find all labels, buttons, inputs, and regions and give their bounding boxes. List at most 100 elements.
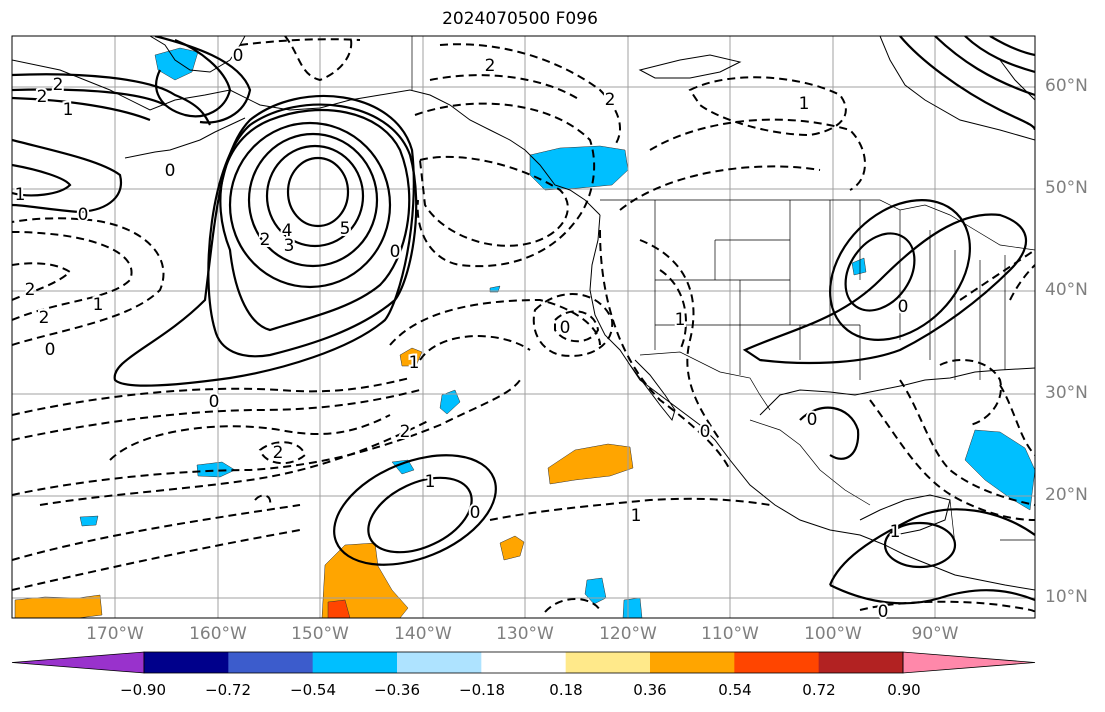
lon-label: 130°W bbox=[496, 624, 554, 644]
contour-line bbox=[12, 377, 411, 416]
contour-line bbox=[12, 88, 166, 106]
contour-line bbox=[899, 379, 1035, 506]
colorbar bbox=[11, 651, 1036, 674]
contour-line bbox=[389, 298, 601, 346]
contour-label: 0 bbox=[878, 602, 889, 622]
contour-line bbox=[859, 600, 1035, 613]
contour-label: 0 bbox=[390, 242, 401, 262]
contour-label: 0 bbox=[560, 318, 571, 338]
lat-label: 10°N bbox=[1045, 587, 1088, 607]
colorbar-tick-label: −0.18 bbox=[459, 681, 505, 699]
contour-line bbox=[599, 229, 731, 471]
colorbar-tick-label: 0.18 bbox=[549, 681, 583, 699]
arctic-islands bbox=[638, 54, 742, 79]
contour-line bbox=[439, 43, 621, 146]
shade-red bbox=[327, 599, 351, 618]
lat-label: 50°N bbox=[1045, 178, 1088, 198]
contour-line bbox=[869, 399, 1035, 521]
bering-coast bbox=[149, 36, 246, 73]
state-lines bbox=[654, 200, 1006, 380]
baja bbox=[629, 359, 676, 422]
lat-label: 40°N bbox=[1045, 280, 1088, 300]
aleutians bbox=[124, 117, 246, 159]
shade-orange bbox=[499, 535, 525, 561]
contour-line bbox=[12, 529, 301, 591]
lon-label: 140°W bbox=[394, 624, 452, 644]
west-coast bbox=[589, 214, 1035, 591]
contour-line bbox=[265, 144, 365, 248]
east-canada bbox=[999, 59, 1035, 101]
gulf-coast bbox=[759, 367, 1035, 416]
contour-line bbox=[109, 414, 391, 461]
contour-line bbox=[544, 598, 601, 613]
contour-line bbox=[12, 73, 211, 126]
contour-label: 2 bbox=[605, 90, 616, 110]
contour-line bbox=[333, 454, 497, 566]
shade-blue bbox=[439, 389, 461, 415]
contour-line bbox=[228, 121, 392, 289]
colorbar-tick-label: −0.72 bbox=[205, 681, 251, 699]
contour-label: 3 bbox=[284, 236, 295, 256]
colorbar-outline bbox=[143, 651, 904, 674]
contour-line bbox=[959, 249, 1035, 301]
shade-blue bbox=[154, 47, 199, 81]
contour-label: 2 bbox=[400, 422, 411, 442]
contour-line bbox=[113, 94, 415, 387]
contour-line bbox=[155, 38, 232, 118]
contour-label: 0 bbox=[209, 392, 220, 412]
contour-line bbox=[12, 163, 72, 197]
contour-line bbox=[554, 310, 600, 343]
contour-label: 2 bbox=[485, 56, 496, 76]
contour-line bbox=[12, 504, 301, 561]
contour-line bbox=[989, 36, 1035, 57]
contour-label: 0 bbox=[165, 161, 176, 181]
contour-label: 2 bbox=[39, 308, 50, 328]
shade-orange bbox=[547, 443, 634, 485]
colorbar-extend-max bbox=[902, 651, 1036, 674]
graticule bbox=[12, 36, 1035, 618]
shade-blue bbox=[964, 429, 1035, 511]
contour-line bbox=[12, 96, 151, 122]
contour-line bbox=[828, 508, 1035, 586]
map-frame bbox=[11, 35, 1036, 619]
shade-blue bbox=[622, 597, 643, 618]
shade-orange bbox=[399, 347, 423, 367]
contour-line bbox=[12, 379, 521, 496]
contour-label: 1 bbox=[409, 353, 420, 373]
dashed-contours bbox=[12, 36, 1035, 613]
contour-line bbox=[12, 231, 133, 321]
colorbar-tick-label: −0.90 bbox=[120, 681, 166, 699]
contour-line bbox=[489, 497, 771, 521]
contour-line bbox=[742, 213, 1028, 365]
lon-label: 90°W bbox=[911, 624, 959, 644]
colorbar-tick-label: 0.54 bbox=[718, 681, 752, 699]
contour-label: 0 bbox=[807, 410, 818, 430]
colorbar-swatch bbox=[818, 652, 904, 673]
contour-line bbox=[39, 419, 431, 506]
contour-line bbox=[12, 217, 165, 346]
contour-line bbox=[284, 36, 353, 82]
shade-blue bbox=[391, 459, 415, 475]
contour-label: 1 bbox=[675, 310, 686, 330]
contour-line bbox=[414, 102, 596, 268]
contour-line bbox=[154, 36, 252, 124]
colorbar-tick-label: −0.54 bbox=[290, 681, 336, 699]
contour-line bbox=[934, 36, 1035, 97]
coastlines bbox=[12, 36, 1035, 591]
contour-line bbox=[844, 232, 916, 312]
alaska-coast bbox=[12, 59, 601, 216]
us-mexico-border bbox=[639, 351, 771, 411]
lat-label: 60°N bbox=[1045, 76, 1088, 96]
contour-label: 1 bbox=[799, 94, 810, 114]
contour-label: 0 bbox=[233, 46, 244, 66]
contour-line bbox=[254, 494, 272, 506]
contour-label: 1 bbox=[890, 522, 901, 542]
contour-label: 1 bbox=[93, 295, 104, 315]
colorbar-swatch bbox=[312, 652, 398, 673]
map-title: 2024070500 F096 bbox=[442, 9, 598, 29]
contour-line bbox=[883, 521, 957, 569]
contour-line bbox=[829, 584, 1035, 605]
contour-line bbox=[688, 76, 847, 137]
lat-label: 20°N bbox=[1045, 485, 1088, 505]
